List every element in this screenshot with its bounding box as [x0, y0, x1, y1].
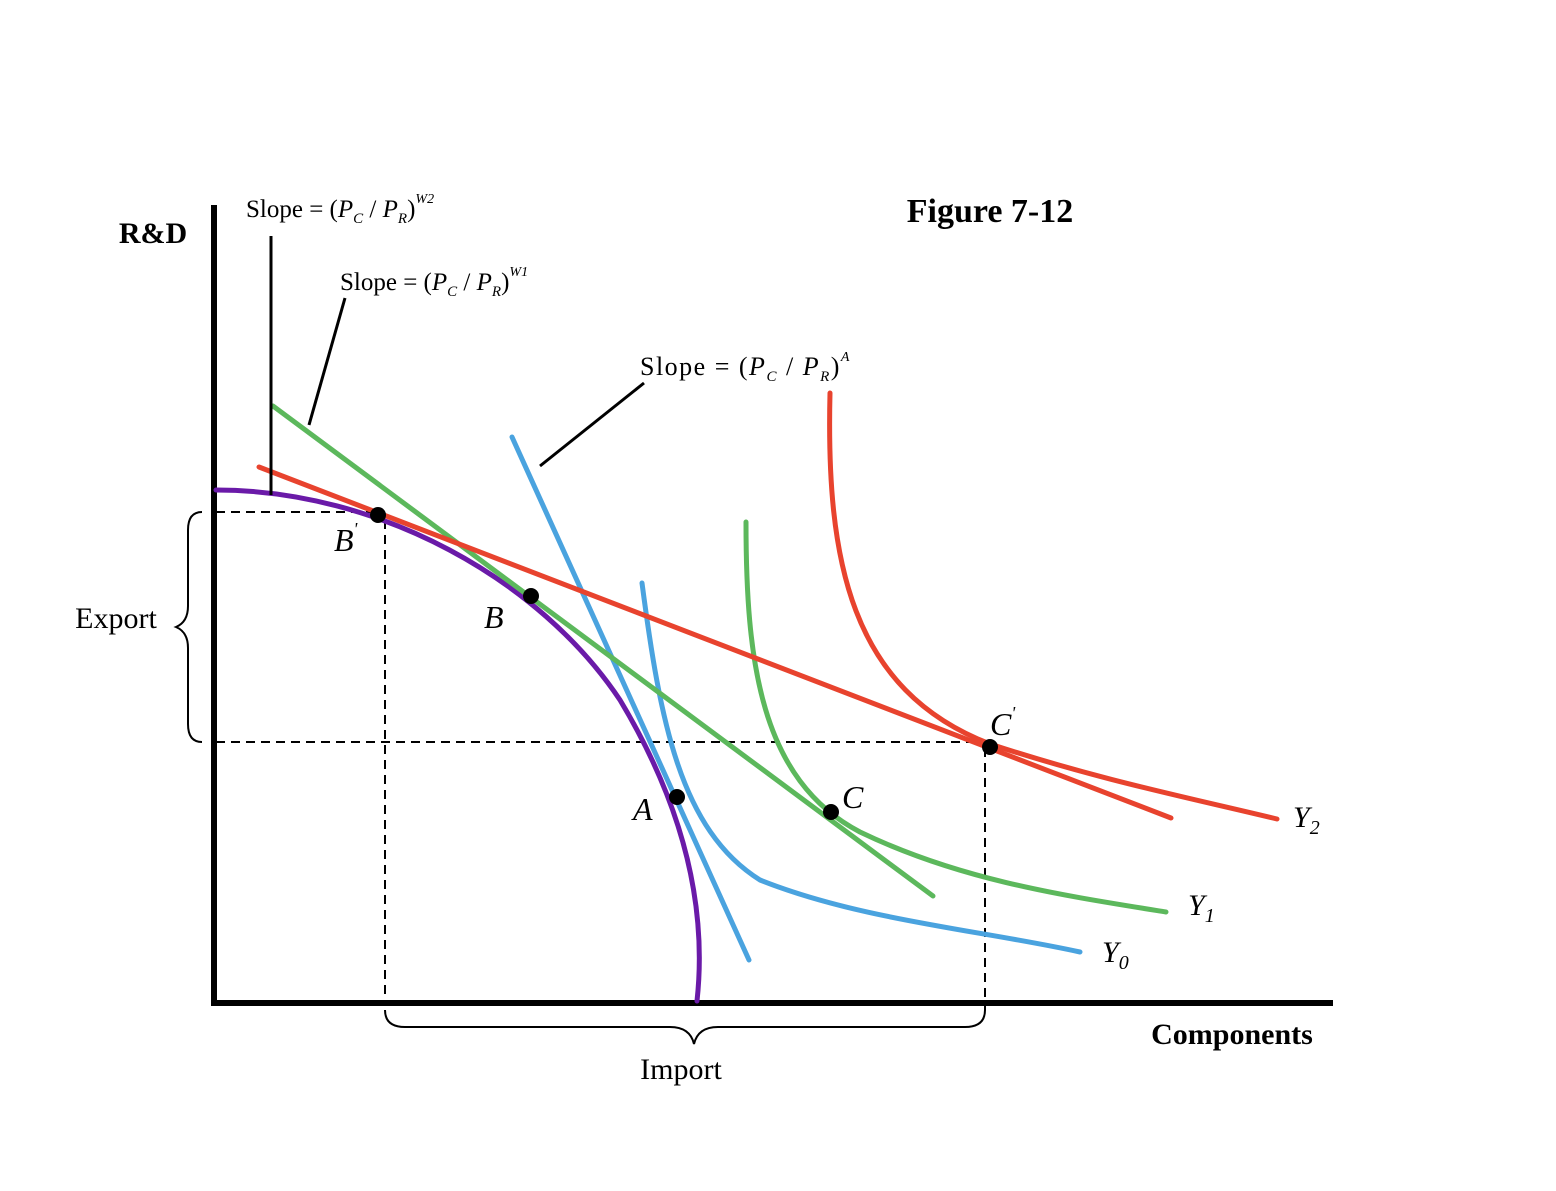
- figure-title: Figure 7-12: [907, 193, 1074, 230]
- label-c-prime: C': [990, 703, 1016, 742]
- y2-price-line: [256, 464, 1174, 821]
- y-axis-label: R&D: [119, 217, 187, 250]
- point-c: [823, 804, 839, 820]
- production-possibility-frontier: [213, 487, 702, 1004]
- label-c: C: [842, 779, 864, 815]
- import-brace: [384, 1009, 986, 1045]
- slope-a-leader: [539, 381, 645, 468]
- export-brace: [173, 511, 203, 743]
- point-c-prime: [982, 739, 998, 755]
- point-a: [669, 789, 685, 805]
- points: [370, 507, 998, 820]
- label-y1: Y1: [1188, 889, 1215, 927]
- export-label: Export: [75, 602, 157, 635]
- point-b: [523, 588, 539, 604]
- point-b-prime: [370, 507, 386, 523]
- import-label: Import: [640, 1053, 722, 1086]
- label-y0: Y0: [1102, 936, 1129, 974]
- slope-w1-leader: [307, 297, 347, 426]
- y1-isoquant: [743, 519, 1169, 915]
- y1-price-line: [270, 403, 936, 899]
- y2-isoquant: [827, 390, 1280, 822]
- label-a: A: [631, 791, 653, 827]
- label-b-prime: B': [334, 519, 359, 558]
- y0-isoquant: [639, 580, 1083, 955]
- slope-w2-label: Slope = (PC / PR)W2: [246, 192, 434, 227]
- label-b: B: [484, 599, 504, 635]
- x-axis-label: Components: [1151, 1018, 1313, 1051]
- curves: [213, 390, 1280, 1004]
- label-y2: Y2: [1293, 801, 1320, 839]
- slope-w1-label: Slope = (PC / PR)W1: [340, 265, 528, 300]
- guide-lines: [216, 511, 990, 1010]
- slope-a-label: Slope = (PC / PR)A: [640, 350, 851, 385]
- y0-price-line: [509, 434, 752, 963]
